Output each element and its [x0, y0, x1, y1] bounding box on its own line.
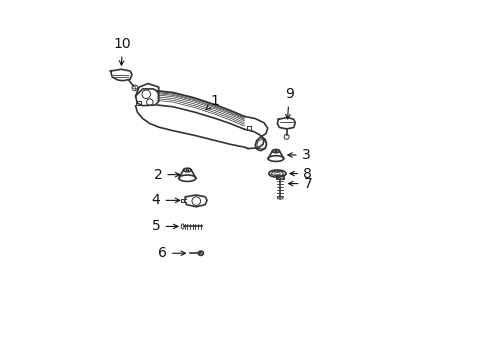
Text: 8: 8 [289, 167, 311, 181]
Text: 2: 2 [153, 168, 180, 182]
Text: 10: 10 [113, 37, 131, 65]
Text: 6: 6 [158, 246, 185, 260]
Text: 4: 4 [151, 193, 180, 207]
Text: 7: 7 [288, 176, 311, 190]
Text: 5: 5 [151, 220, 178, 233]
Text: 9: 9 [284, 87, 293, 119]
Text: 3: 3 [287, 148, 310, 162]
Text: 1: 1 [205, 94, 219, 110]
